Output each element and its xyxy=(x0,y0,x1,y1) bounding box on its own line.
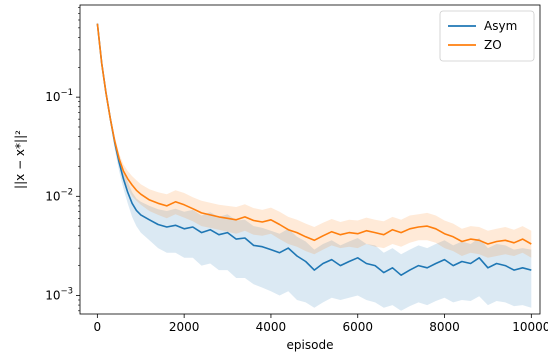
legend-label-zo: ZO xyxy=(484,38,502,52)
legend-box xyxy=(439,10,535,62)
x-axis-ticks: 0 2000 4000 6000 8000 10000 xyxy=(94,314,548,334)
x-tick-label: 6000 xyxy=(342,320,373,334)
x-axis-label: episode xyxy=(287,338,334,352)
series-lines xyxy=(96,23,532,277)
x-tick-label: 2000 xyxy=(169,320,200,334)
y-axis-ticks: 10−3 10−2 10−1 xyxy=(45,7,80,312)
band-zo xyxy=(97,22,532,258)
y-axis-label: ||x − x*||² xyxy=(13,130,27,189)
series-line-asym xyxy=(96,23,532,277)
y-tick-label: 10−3 xyxy=(45,286,73,302)
legend-label-asym: Asym xyxy=(484,19,517,33)
y-tick-label: 10−1 xyxy=(45,88,73,104)
legend: Asym ZO xyxy=(439,10,535,62)
band-asym xyxy=(97,21,532,311)
series-line-zo xyxy=(96,23,532,245)
y-tick-label: 10−2 xyxy=(45,187,73,203)
x-tick-label: 0 xyxy=(94,320,102,334)
plot-frame xyxy=(79,4,541,315)
x-tick-label: 4000 xyxy=(256,320,287,334)
x-tick-label: 10000 xyxy=(512,320,548,334)
confidence-bands xyxy=(97,21,532,311)
x-tick-label: 8000 xyxy=(429,320,460,334)
